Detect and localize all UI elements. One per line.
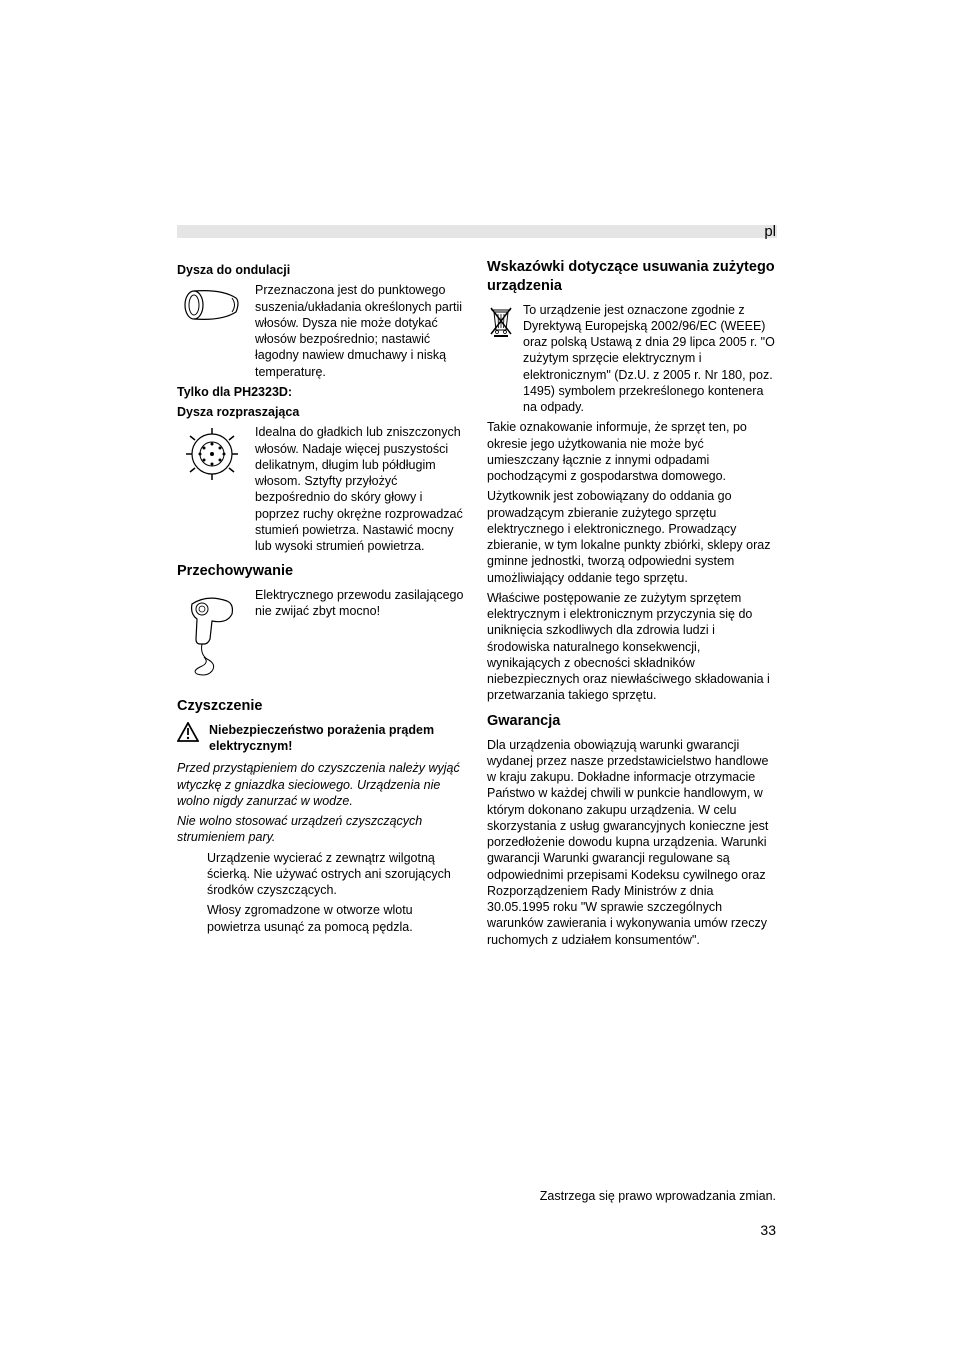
disposal-p1: Takie oznakowanie informuje, że sprzęt t… — [487, 419, 777, 484]
nozzle-ondulation-row: Przeznaczona jest do punktowego suszenia… — [177, 282, 467, 380]
diffuser-row: Idealna do gładkich lub zniszczonych wło… — [177, 424, 467, 554]
hairdryer-cord-icon — [177, 587, 247, 679]
warranty-title: Gwarancja — [487, 712, 777, 731]
left-column: Dysza do ondulacji Przeznaczona jest do … — [177, 258, 467, 952]
nozzle-concentrator-icon — [177, 282, 247, 326]
nozzle-ondulation-title: Dysza do ondulacji — [177, 262, 467, 278]
lang-label: pl — [764, 223, 776, 240]
warning-text: Niebezpieczeństwo porażenia prądem elekt… — [209, 722, 467, 755]
diffuser-icon — [177, 424, 247, 481]
disposal-p3: Właściwe postępowanie ze zużytym sprzęte… — [487, 590, 777, 704]
warranty-text: Dla urządzenia obowiązują warunki gwaran… — [487, 737, 777, 948]
warning-row: Niebezpieczeństwo porażenia prądem elekt… — [177, 722, 467, 755]
storage-row: Elektrycznego przewodu zasilającego nie … — [177, 587, 467, 679]
cleaning-italic-1: Przed przystąpieniem do czyszczenia nale… — [177, 760, 467, 809]
cleaning-italic-2: Nie wolno stosować urządzeń czyszczących… — [177, 813, 467, 846]
content: Dysza do ondulacji Przeznaczona jest do … — [177, 258, 777, 952]
storage-title: Przechowywanie — [177, 562, 467, 581]
nozzle-ondulation-text: Przeznaczona jest do punktowego suszenia… — [255, 282, 467, 380]
diffuser-title: Dysza rozpraszająca — [177, 404, 467, 420]
weee-bin-icon — [487, 302, 515, 338]
disposal-p2: Użytkownik jest zobowiązany do oddania g… — [487, 488, 777, 586]
cleaning-indent-2: Włosy zgromadzone w otworze wlotu powiet… — [207, 902, 467, 935]
cleaning-indent-1: Urządzenie wycierać z zewnątrz wilgotną … — [207, 850, 467, 899]
storage-text: Elektrycznego przewodu zasilającego nie … — [255, 587, 467, 620]
warning-triangle-icon — [177, 722, 199, 746]
cleaning-title: Czyszczenie — [177, 697, 467, 716]
right-column: Wskazówki dotyczące usuwania zużytego ur… — [487, 258, 777, 952]
disposal-icon-text: To urządzenie jest oznaczone zgodnie z D… — [523, 302, 777, 416]
page-number: 33 — [760, 1222, 776, 1238]
diffuser-text: Idealna do gładkich lub zniszczonych wło… — [255, 424, 467, 554]
header-bar — [177, 225, 777, 238]
model-note: Tylko dla PH2323D: — [177, 384, 467, 400]
footer-note: Zastrzega się prawo wprowadzania zmian. — [540, 1189, 776, 1203]
disposal-title: Wskazówki dotyczące usuwania zużytego ur… — [487, 258, 777, 296]
disposal-row: To urządzenie jest oznaczone zgodnie z D… — [487, 302, 777, 416]
